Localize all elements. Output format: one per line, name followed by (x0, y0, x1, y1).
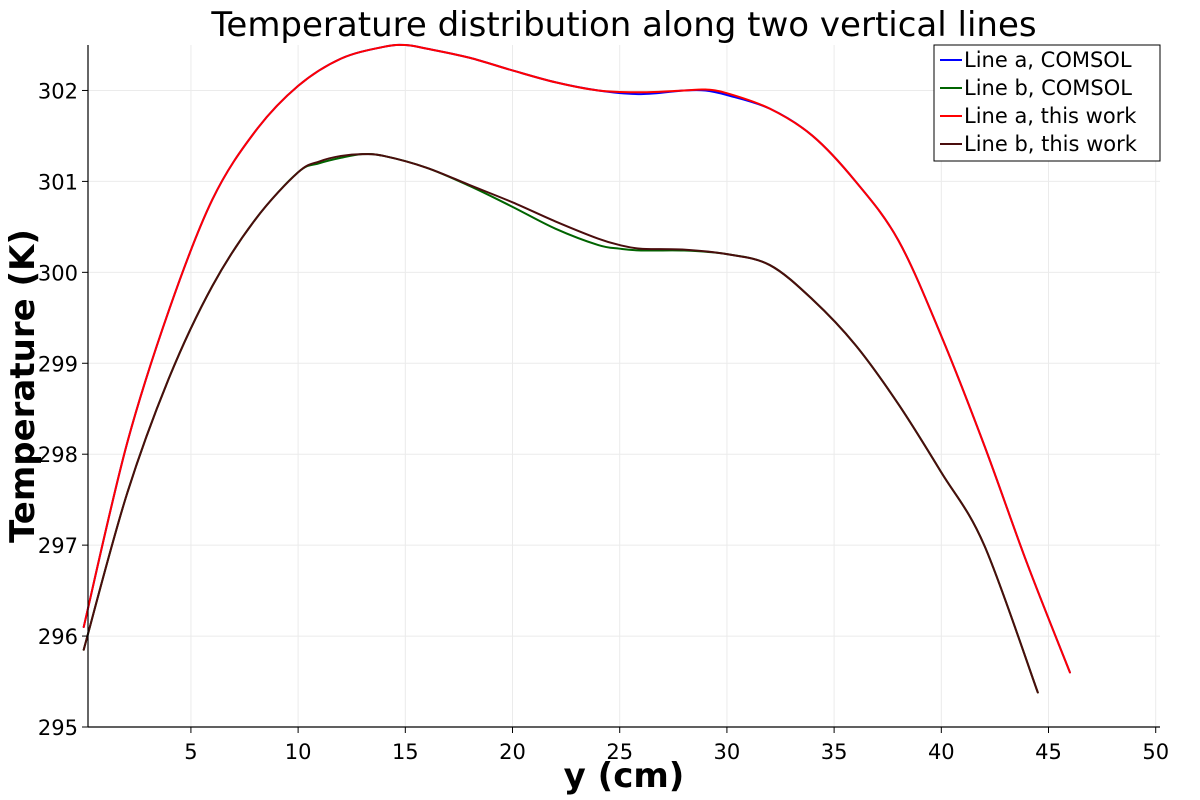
y-tick-label: 299 (38, 352, 78, 376)
x-tick-label: 50 (1142, 740, 1169, 764)
y-axis-label: Temperature (K) (3, 229, 43, 543)
x-tick-label: 15 (392, 740, 419, 764)
chart-title: Temperature distribution along two verti… (210, 5, 1036, 45)
x-tick-label: 5 (184, 740, 197, 764)
x-tick-label: 40 (928, 740, 955, 764)
series-lines (82, 43, 1071, 694)
legend-label: Line b, COMSOL (964, 76, 1132, 100)
series-line-line-a-comsol (82, 43, 1071, 674)
x-tick-label: 20 (499, 740, 526, 764)
legend-box (933, 44, 1161, 162)
y-tick-label: 295 (38, 716, 78, 740)
y-tick-label: 300 (38, 261, 78, 285)
x-tick-label: 25 (606, 740, 633, 764)
tick-labels: 5 10 15 20 25 30 35 40 45 50 295 296 297 298 299 300 301… (38, 79, 1169, 764)
legend-label: Line b, this work (964, 132, 1138, 156)
x-tick-label: 30 (714, 740, 741, 764)
x-tick-label: 45 (1035, 740, 1062, 764)
grid-lines (88, 45, 1160, 727)
x-tick-label: 10 (285, 740, 312, 764)
y-tick-label: 296 (38, 625, 78, 649)
y-tick-label: 301 (38, 170, 78, 194)
legend-label: Line a, COMSOL (964, 48, 1132, 72)
x-axis-label: y (cm) (564, 756, 685, 796)
series-line-line-b-this-work (82, 153, 1039, 694)
y-tick-label: 297 (38, 534, 78, 558)
legend: Line a, COMSOL Line b, COMSOL Line a, this… (933, 44, 1161, 162)
x-tick-label: 35 (821, 740, 848, 764)
axes (87, 45, 1160, 728)
y-tick-label: 302 (38, 79, 78, 103)
legend-label: Line a, this work (964, 104, 1137, 128)
y-tick-label: 298 (38, 443, 78, 467)
series-line-line-a-this-work (82, 43, 1071, 674)
